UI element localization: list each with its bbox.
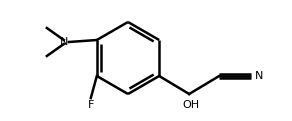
Text: OH: OH xyxy=(182,100,200,110)
Text: F: F xyxy=(88,100,94,110)
Text: N: N xyxy=(60,37,68,47)
Text: N: N xyxy=(255,71,264,81)
